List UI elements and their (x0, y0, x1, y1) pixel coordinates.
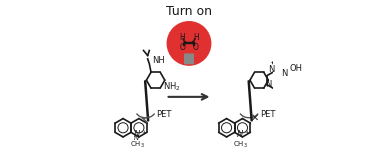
Text: H: H (193, 33, 198, 42)
Text: N: N (268, 65, 274, 74)
Text: PET: PET (156, 110, 172, 119)
Text: N: N (282, 69, 288, 78)
Text: $N$: $N$ (133, 133, 140, 142)
Text: CH$_3$: CH$_3$ (233, 140, 248, 150)
FancyBboxPatch shape (184, 53, 194, 64)
Text: N: N (265, 80, 271, 89)
Text: ✕: ✕ (251, 113, 259, 123)
Text: Turn on: Turn on (166, 5, 212, 18)
Text: $N^+$: $N^+$ (133, 128, 147, 140)
Text: CH$_3$: CH$_3$ (130, 140, 145, 150)
Text: PET: PET (260, 110, 275, 119)
Text: NH$_2$: NH$_2$ (163, 80, 180, 93)
Text: OH: OH (290, 64, 303, 73)
Circle shape (167, 22, 211, 65)
Text: O: O (180, 43, 185, 52)
Text: H: H (180, 33, 185, 42)
Text: NH: NH (152, 56, 164, 65)
Text: O: O (193, 43, 198, 52)
Text: $N^+$: $N^+$ (236, 128, 251, 140)
